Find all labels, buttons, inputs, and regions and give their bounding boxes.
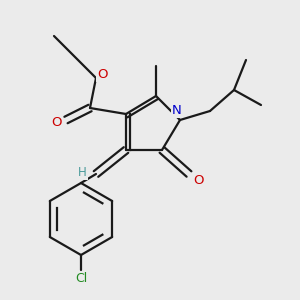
Text: H: H	[78, 166, 87, 179]
Text: O: O	[97, 68, 107, 82]
Text: N: N	[172, 104, 182, 118]
Text: Cl: Cl	[75, 272, 87, 286]
Text: O: O	[52, 116, 62, 130]
Text: O: O	[193, 173, 203, 187]
